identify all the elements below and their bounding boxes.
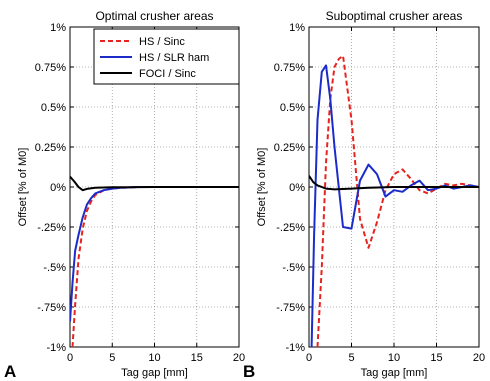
panel-b-y-tick-label: -.75% [276,302,305,314]
panel-b-y-tick-label: 0.25% [274,142,305,154]
panel-a-y-tick-label: -.25% [37,222,66,234]
panel-b-y-tick-label: 0.75% [274,62,305,74]
panel-a-x-tick-label: 5 [109,352,115,364]
panel-b-x-tick-label: 5 [348,352,354,364]
panel-a-x-tick-label: 10 [148,352,160,364]
panel-b-y-tick-label: 0% [289,182,305,194]
panel-a-x-tick-label: 15 [191,352,203,364]
panel-a-y-axis-label: Offset [% of M0] [17,148,29,227]
panel-a-x-axis-label: Tag gap [mm] [121,367,188,379]
panel-b-x-tick-label: 20 [473,352,485,364]
panel-a-legend-label: HS / Sinc [139,36,185,48]
panel-a-y-tick-label: 0.75% [35,62,66,74]
panel-b-y-axis-label: Offset [% of M0] [256,148,268,227]
panel-a-legend-label: HS / SLR ham [139,52,209,64]
panel-a-y-tick-label: -.5% [43,262,66,274]
panel-a-series-foci-sinc [70,175,239,192]
panel-a-y-tick-label: 0.25% [35,142,66,154]
panel-b-x-tick-label: 0 [306,352,312,364]
panel-b-x-tick-label: 15 [430,352,442,364]
panel-b-y-tick-label: -.25% [276,222,305,234]
panel-a-legend-label: FOCI / Sinc [139,68,196,80]
panel-a-y-tick-label: 0% [50,182,66,194]
panel-a-y-tick-label: 0.5% [41,102,66,114]
panel-b-y-tick-label: -1% [285,342,305,354]
panel-b-y-tick-label: 0.5% [280,102,305,114]
panel-b-x-tick-label: 10 [388,352,400,364]
panel-a-y-tick-label: 1% [50,22,66,34]
panel-b-y-tick-label: 1% [289,22,305,34]
panel-a-y-tick-label: -1% [46,342,66,354]
panel-b-series-foci-sinc [309,175,479,191]
panel-b-series-hs-slr-ham [310,64,479,347]
panel-b-title: Suboptimal crusher areas [326,9,463,23]
panel-b-x-axis-label: Tag gap [mm] [361,367,428,379]
panel-a-x-tick-label: 0 [67,352,73,364]
panel-a-title: Optimal crusher areas [95,9,213,23]
panel-a-panel-label: A [4,362,16,381]
panel-b-y-tick-label: -.5% [282,262,305,274]
panel-a-x-tick-label: 20 [233,352,245,364]
panel-b-panel-label: B [243,362,255,381]
panel-b-series-hs-sinc [316,54,479,347]
panel-a-y-tick-label: -.75% [37,302,66,314]
